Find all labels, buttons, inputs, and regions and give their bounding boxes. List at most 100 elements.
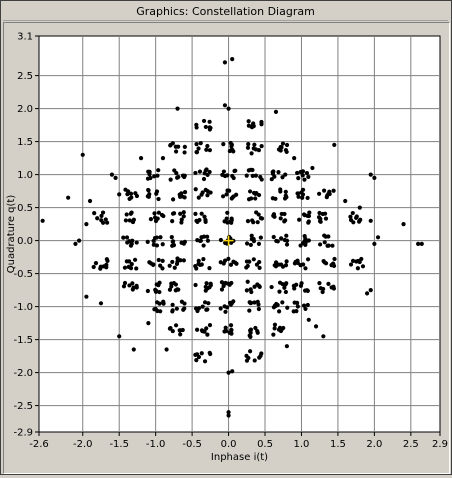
data-point: [302, 213, 307, 218]
data-point: [276, 169, 281, 175]
data-point: [172, 265, 177, 270]
data-point: [226, 410, 231, 415]
data-point: [122, 265, 128, 270]
data-point: [231, 299, 236, 304]
data-point: [151, 242, 156, 247]
data-point: [252, 142, 257, 147]
data-point: [227, 148, 232, 154]
data-point: [283, 147, 289, 153]
data-point: [182, 239, 187, 244]
data-point: [296, 176, 301, 181]
data-point: [277, 309, 282, 314]
data-point: [272, 322, 278, 327]
data-point: [229, 196, 234, 201]
data-point: [154, 243, 160, 248]
data-point: [282, 219, 287, 224]
data-point: [194, 122, 199, 127]
data-point: [153, 218, 159, 224]
data-point: [283, 282, 288, 287]
data-point: [221, 169, 226, 174]
y-tick-label: 0.0: [17, 236, 33, 247]
data-point: [170, 328, 175, 334]
data-point: [278, 216, 283, 221]
data-point: [98, 266, 103, 271]
data-point: [248, 334, 253, 339]
data-point: [176, 174, 181, 180]
data-point: [147, 172, 152, 177]
data-point: [221, 142, 226, 147]
data-point: [155, 308, 160, 314]
data-point: [193, 187, 198, 192]
data-point: [321, 334, 326, 339]
data-point: [170, 197, 176, 202]
data-point: [292, 156, 297, 161]
data-point: [151, 238, 156, 244]
data-point: [181, 258, 186, 263]
data-point: [218, 237, 223, 243]
data-point: [171, 211, 177, 216]
data-point: [277, 289, 282, 294]
y-tick-label: 3.1: [17, 32, 33, 43]
data-point: [152, 174, 157, 179]
data-point: [280, 281, 285, 287]
x-axis-label: Inphase i(t): [211, 452, 268, 463]
data-point: [222, 60, 228, 65]
data-point: [271, 332, 276, 337]
data-point: [99, 218, 104, 223]
data-point: [168, 142, 173, 148]
data-point: [285, 305, 290, 310]
data-point: [231, 149, 236, 154]
data-point: [249, 233, 254, 238]
data-point: [146, 188, 151, 193]
data-point: [222, 329, 227, 334]
data-point: [84, 222, 89, 227]
y-tick-label: -2.5: [13, 401, 33, 412]
data-point: [302, 177, 307, 182]
data-point: [182, 306, 187, 311]
data-point: [230, 57, 235, 62]
data-point: [208, 190, 213, 195]
data-point: [220, 194, 226, 199]
data-point: [124, 235, 130, 240]
data-point: [134, 283, 139, 288]
data-point: [295, 300, 300, 305]
data-point: [250, 218, 255, 223]
data-point: [203, 219, 208, 225]
data-point: [258, 216, 263, 221]
data-point: [193, 352, 198, 358]
data-point: [306, 238, 311, 243]
data-point: [255, 220, 260, 225]
data-point: [419, 241, 424, 246]
data-point: [280, 175, 285, 180]
x-tick-label: -2.6: [29, 439, 49, 450]
data-point: [299, 281, 304, 286]
data-point: [224, 192, 229, 197]
y-tick-label: -2.9: [13, 428, 33, 439]
data-point: [87, 198, 93, 204]
data-point: [219, 287, 225, 292]
data-point: [306, 317, 311, 322]
data-point: [244, 173, 249, 178]
data-point: [198, 140, 203, 146]
data-point: [222, 304, 227, 309]
data-point: [247, 308, 252, 313]
data-point: [282, 237, 287, 243]
data-point: [200, 304, 205, 309]
data-point: [271, 213, 276, 218]
data-point: [275, 302, 280, 308]
data-point: [177, 192, 182, 197]
data-point: [194, 266, 199, 271]
data-point: [130, 238, 135, 243]
data-point: [257, 265, 262, 270]
data-point: [152, 215, 158, 220]
data-point: [348, 217, 354, 223]
data-point: [245, 145, 251, 150]
data-point: [126, 264, 131, 269]
data-point: [331, 286, 337, 291]
data-point: [203, 187, 208, 192]
data-point: [203, 124, 208, 130]
data-point: [205, 307, 210, 312]
data-point: [73, 241, 78, 246]
data-point: [253, 196, 258, 201]
